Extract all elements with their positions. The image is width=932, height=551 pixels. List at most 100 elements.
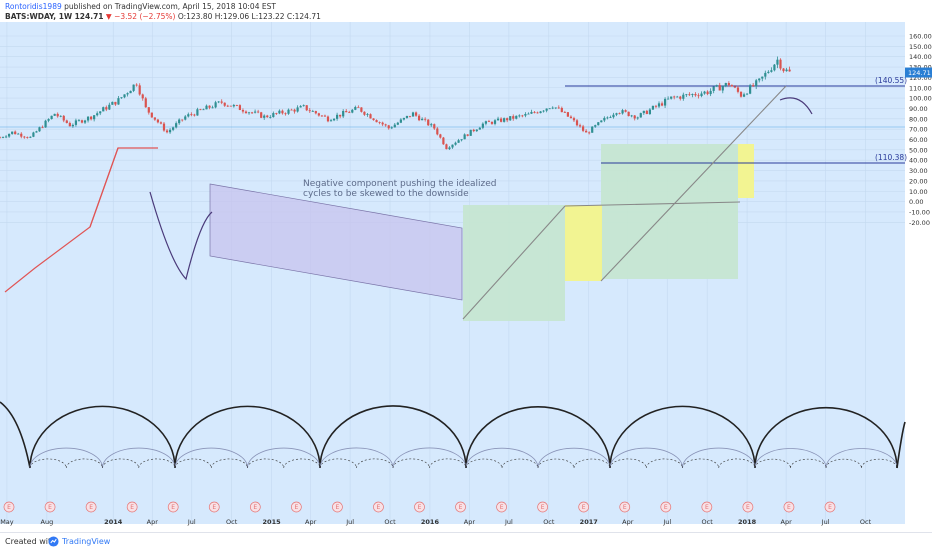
candle-body: [299, 106, 302, 108]
candle-body: [715, 85, 718, 87]
y-tick-label: 20.00: [909, 177, 928, 185]
earnings-marker[interactable]: [660, 501, 672, 513]
earnings-marker-label: E: [746, 504, 750, 511]
earnings-marker-label: E: [705, 504, 709, 511]
candle-body: [667, 98, 670, 100]
earnings-marker[interactable]: [3, 501, 15, 513]
candle-body: [83, 120, 87, 123]
candle-body: [566, 112, 570, 117]
earnings-marker[interactable]: [208, 501, 220, 513]
earnings-marker-label: E: [294, 504, 298, 511]
earnings-marker[interactable]: [537, 501, 549, 513]
earnings-marker[interactable]: [619, 501, 631, 513]
cycle-arc-dashed: [645, 458, 683, 469]
candle-body: [572, 118, 576, 121]
candle-body: [99, 111, 102, 114]
candle-body: [117, 98, 120, 105]
earnings-marker[interactable]: [742, 501, 754, 513]
earnings-marker[interactable]: [44, 501, 56, 513]
symbol-label: BATS:WDAY, 1W: [5, 12, 73, 21]
candle-body: [670, 96, 673, 99]
candle-body: [782, 68, 785, 72]
earnings-marker-label: E: [212, 504, 216, 511]
candle-body: [208, 105, 211, 108]
chart-header: Rontoridis1989 published on TradingView.…: [0, 0, 932, 22]
candle-body: [77, 120, 81, 122]
ohlc-values: O:123.80 H:129.06 L:123.22 C:124.71: [177, 12, 321, 21]
candle-body: [120, 97, 123, 99]
candle-body: [35, 131, 38, 133]
candle-body: [290, 109, 293, 111]
candle-body: [232, 104, 235, 107]
trendline-grey-1: [462, 205, 566, 320]
cycle-arc-dashed: [247, 458, 285, 469]
candle-body: [503, 118, 506, 122]
candle-body: [263, 115, 266, 118]
earnings-marker[interactable]: [578, 501, 590, 513]
x-tick-label: Apr: [781, 518, 793, 526]
candle-body: [32, 132, 35, 137]
candle-body: [533, 111, 536, 113]
earnings-marker[interactable]: [85, 501, 97, 513]
earnings-marker-label: E: [582, 504, 586, 511]
candle-body: [390, 127, 393, 129]
earnings-marker[interactable]: [373, 501, 384, 513]
x-tick-label: Jul: [504, 518, 513, 526]
earnings-marker[interactable]: [167, 501, 179, 513]
candle-body: [742, 94, 746, 97]
y-tick-label: -20.00: [909, 219, 930, 227]
x-tick-label: Jul: [187, 518, 196, 526]
candle-body: [305, 105, 308, 111]
cycle-arc-light: [319, 447, 394, 469]
earnings-marker[interactable]: [414, 501, 425, 513]
earnings-marker[interactable]: [783, 501, 795, 513]
earnings-marker[interactable]: [824, 501, 836, 513]
cycle-arc-light: [609, 447, 683, 469]
earnings-marker[interactable]: [249, 501, 261, 513]
candle-body: [141, 94, 144, 99]
candle-body: [785, 69, 788, 72]
price-chart[interactable]: (140.55) (110.38) Negative component pus…: [0, 22, 932, 532]
candle-body: [706, 91, 709, 95]
candle-body: [767, 71, 770, 73]
earnings-marker[interactable]: [291, 501, 302, 513]
candle-body: [688, 94, 691, 96]
candle-body: [554, 107, 557, 109]
y-tick-label: 10.00: [909, 188, 928, 196]
candle-body: [20, 133, 23, 137]
y-tick-label: 90.00: [909, 105, 928, 113]
candle-body: [469, 129, 472, 136]
y-tick-label: -10.00: [909, 208, 930, 216]
candle-body: [266, 115, 269, 118]
x-tick-label: May: [0, 518, 14, 526]
tradingview-logo-icon: [48, 536, 59, 547]
candle-body: [448, 147, 451, 150]
candle-body: [451, 144, 454, 148]
candle-body: [342, 111, 345, 117]
candle-body: [178, 119, 181, 124]
candle-body: [724, 82, 727, 87]
author-link[interactable]: Rontoridis1989: [5, 2, 62, 11]
earnings-marker[interactable]: [332, 501, 343, 513]
time-axis[interactable]: May Aug 2014 Apr Jul Oct 2015 Apr Jul Oct 2016 Apr J…: [0, 518, 871, 526]
candle-body: [463, 134, 466, 140]
candle-body: [281, 110, 284, 114]
earnings-marker-label: E: [7, 504, 11, 511]
candle-body: [132, 84, 135, 91]
tradingview-brand[interactable]: TradingView: [62, 537, 111, 546]
earnings-marker[interactable]: [455, 501, 466, 513]
candle-body: [727, 82, 730, 86]
candle-body: [108, 104, 111, 110]
candle-body: [53, 113, 56, 116]
cycle-indicator: [0, 401, 906, 469]
candle-body: [475, 129, 478, 132]
candle-body: [779, 59, 782, 69]
earnings-marker[interactable]: [496, 501, 507, 513]
earnings-marker[interactable]: [701, 501, 713, 513]
y-tick-label: 100.00: [909, 95, 932, 103]
candle-body: [512, 116, 515, 119]
x-tick-label: Oct: [226, 518, 238, 526]
candle-body: [44, 120, 47, 128]
earnings-marker[interactable]: [126, 501, 138, 513]
cycle-arc-dashed: [392, 458, 430, 469]
